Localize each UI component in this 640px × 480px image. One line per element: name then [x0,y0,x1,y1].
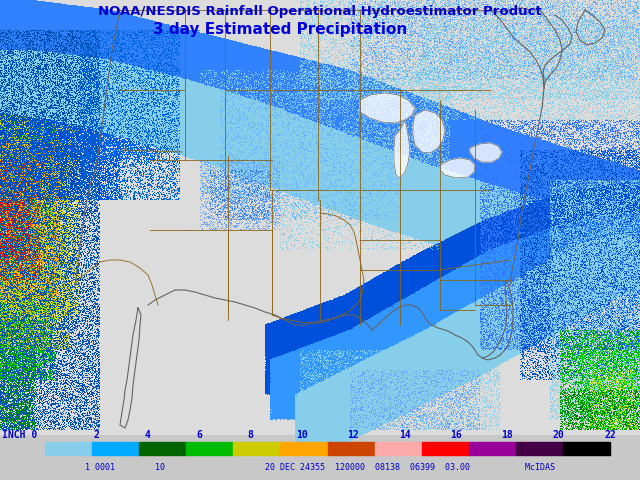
Bar [45,442,92,455]
Bar [374,442,422,455]
Bar [139,442,186,455]
Bar [516,442,563,455]
Text: 6: 6 [196,430,202,440]
Text: 10: 10 [296,430,308,440]
Text: 18: 18 [501,430,513,440]
Text: 16: 16 [450,430,462,440]
Text: 2: 2 [93,430,99,440]
Bar [234,442,280,455]
Text: 8: 8 [248,430,253,440]
Text: NOAA/NESDIS Rainfall Operational Hydroestimator Product: NOAA/NESDIS Rainfall Operational Hydroes… [98,5,542,18]
Bar [563,442,610,455]
Bar [328,442,374,455]
Text: 4: 4 [145,430,150,440]
Text: 12: 12 [348,430,359,440]
Text: 1 0001        10                    20 DEC 24355  120000  08138  06399  03.00   : 1 0001 10 20 DEC 24355 120000 08138 0639… [85,464,555,472]
Bar [186,442,234,455]
Text: 14: 14 [399,430,410,440]
Text: INCH 0: INCH 0 [2,430,37,440]
Text: 3 day Estimated Precipitation: 3 day Estimated Precipitation [153,22,407,37]
Bar [468,442,516,455]
Text: 22: 22 [604,430,616,440]
Bar [280,442,328,455]
Bar [422,442,468,455]
Polygon shape [413,110,445,153]
Polygon shape [360,93,415,123]
Text: 20: 20 [553,430,564,440]
Polygon shape [440,158,475,178]
Polygon shape [394,120,410,178]
Polygon shape [470,143,502,162]
Bar [92,442,139,455]
